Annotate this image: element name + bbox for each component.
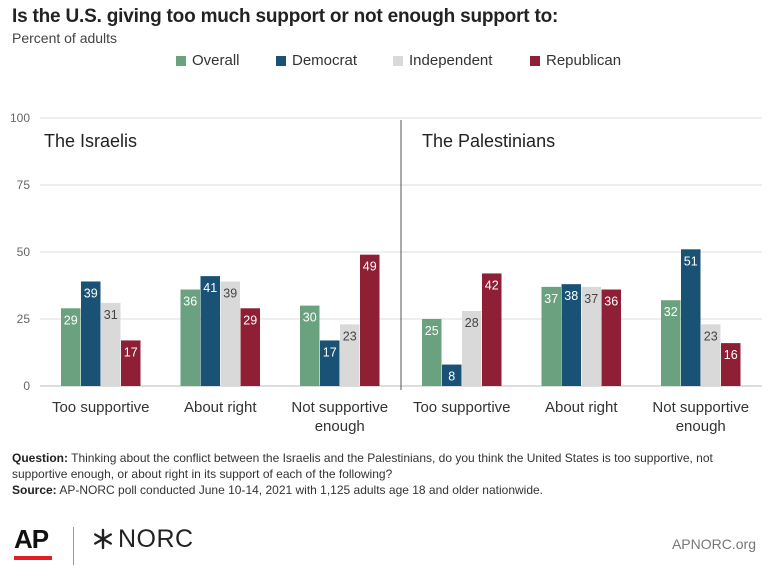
bar-the-palestinians-not-supportive-enough-democrat [681,249,701,386]
bar-the-palestinians-too-supportive-independent [462,310,482,386]
data-label-the-israelis-not-supportive-enough-democrat: 17 [323,345,337,359]
data-label-the-israelis-about-right-independent: 39 [223,286,237,300]
data-label-the-israelis-not-supportive-enough-independent: 23 [343,329,357,343]
ap-logo-underline [14,556,52,560]
data-label-the-palestinians-too-supportive-independent: 28 [465,316,479,330]
legend-swatch-overall [176,55,186,66]
legend-swatch-independent [393,55,403,66]
logo-divider [73,527,74,565]
y-tick-label-100: 100 [10,111,30,125]
data-label-the-palestinians-too-supportive-democrat: 8 [448,370,455,384]
x-tick-label-the-israelis-not-supportive-enough-line2: enough [315,418,365,435]
data-label-the-palestinians-not-supportive-enough-independent: 23 [704,329,718,343]
bar-the-palestinians-not-supportive-enough-overall [661,300,681,386]
bar-the-palestinians-too-supportive-republican [482,273,502,386]
question-note: Question: Thinking about the conflict be… [12,450,760,482]
y-tick-label-75: 75 [17,178,31,192]
data-label-the-israelis-too-supportive-democrat: 39 [84,286,98,300]
bar-the-israelis-too-supportive-overall [61,308,81,386]
bar-the-palestinians-about-right-democrat [561,284,581,386]
bar-the-israelis-too-supportive-republican [121,340,141,386]
source-note: Source: AP-NORC poll conducted June 10-1… [12,482,760,498]
bar-the-palestinians-about-right-republican [601,289,621,386]
bar-the-palestinians-too-supportive-overall [422,319,442,386]
legend-swatch-democrat [276,55,286,66]
question-text: Thinking about the conflict between the … [12,451,713,481]
x-tick-label-the-israelis-about-right-line1: About right [184,399,257,416]
bar-the-palestinians-too-supportive-democrat [442,364,462,386]
legend-item-democrat: Democrat [276,52,357,69]
bar-the-israelis-not-supportive-enough-overall [300,305,320,386]
norc-logo-text: NORC [118,525,194,553]
x-tick-label-the-palestinians-not-supportive-enough-line2: enough [676,418,726,435]
data-label-the-palestinians-too-supportive-republican: 42 [485,278,499,292]
legend-item-overall: Overall [176,52,240,69]
bar-the-israelis-too-supportive-independent [101,302,121,386]
data-label-the-israelis-not-supportive-enough-overall: 30 [303,311,317,325]
data-label-the-israelis-too-supportive-independent: 31 [104,308,118,322]
chart-subtitle: Percent of adults [12,30,118,46]
bar-the-israelis-not-supportive-enough-democrat [320,340,340,386]
bar-the-israelis-about-right-republican [240,308,260,386]
data-label-the-israelis-too-supportive-republican: 17 [124,345,138,359]
y-tick-label-0: 0 [23,379,30,393]
data-label-the-palestinians-too-supportive-overall: 25 [425,324,439,338]
data-label-the-palestinians-about-right-independent: 37 [584,292,598,306]
x-tick-label-the-israelis-not-supportive-enough-line1: Not supportive [291,399,388,416]
bar-the-israelis-about-right-democrat [200,276,220,386]
bar-the-israelis-about-right-independent [220,281,240,386]
data-label-the-israelis-not-supportive-enough-republican: 49 [363,260,377,274]
legend-swatch-republican [530,55,540,66]
ap-logo: AP [14,525,52,560]
bar-the-palestinians-not-supportive-enough-republican [721,343,741,386]
panel-title-the-palestinians: The Palestinians [422,131,555,151]
bar-the-palestinians-about-right-independent [581,286,601,386]
site-url: APNORC.org [671,536,756,552]
data-label-the-palestinians-about-right-republican: 36 [604,295,618,309]
data-label-the-israelis-about-right-democrat: 41 [203,281,217,295]
bar-the-israelis-about-right-overall [180,289,200,386]
bar-the-palestinians-about-right-overall [541,286,561,386]
x-tick-label-the-palestinians-too-supportive-line1: Too supportive [413,399,511,416]
data-label-the-palestinians-about-right-democrat: 38 [564,289,578,303]
data-label-the-israelis-about-right-overall: 36 [183,295,197,309]
y-tick-label-25: 25 [17,312,31,326]
y-tick-label-50: 50 [17,245,31,259]
panel-title-the-israelis: The Israelis [44,131,137,151]
x-tick-label-the-palestinians-about-right-line1: About right [545,399,618,416]
x-tick-label-the-israelis-too-supportive-line1: Too supportive [52,399,150,416]
source-text: AP-NORC poll conducted June 10-14, 2021 … [56,483,544,497]
legend-label-overall: Overall [192,52,240,69]
data-label-the-palestinians-not-supportive-enough-overall: 32 [664,305,678,319]
norc-star-icon [94,528,112,550]
data-label-the-israelis-too-supportive-overall: 29 [64,313,78,327]
data-label-the-palestinians-about-right-overall: 37 [544,292,558,306]
chart-title: Is the U.S. giving too much support or n… [12,6,559,27]
bar-the-palestinians-not-supportive-enough-independent [701,324,721,386]
legend-label-democrat: Democrat [292,52,358,69]
bar-the-israelis-not-supportive-enough-republican [360,254,380,386]
legend-item-independent: Independent [393,52,492,69]
bar-the-israelis-not-supportive-enough-independent [340,324,360,386]
ap-logo-text: AP [14,524,49,554]
legend-label-republican: Republican [546,52,622,69]
bar-the-israelis-too-supportive-democrat [81,281,101,386]
legend-item-republican: Republican [530,52,621,69]
x-tick-label-the-palestinians-not-supportive-enough-line1: Not supportive [652,399,749,416]
chart-legend: Overall Democrat Independent Republican [0,52,768,72]
footnote: Question: Thinking about the conflict be… [12,450,760,498]
norc-logo: NORC [92,525,194,553]
data-label-the-palestinians-not-supportive-enough-republican: 16 [724,348,738,362]
source-label: Source: [12,483,57,497]
question-label: Question: [12,451,68,465]
legend-label-independent: Independent [409,52,493,69]
bar-chart: 0 25 50 75 100 The Israelis 29 39 31 17 Too suppor… [10,111,762,435]
data-label-the-israelis-about-right-republican: 29 [243,313,257,327]
data-label-the-palestinians-not-supportive-enough-democrat: 51 [684,254,698,268]
